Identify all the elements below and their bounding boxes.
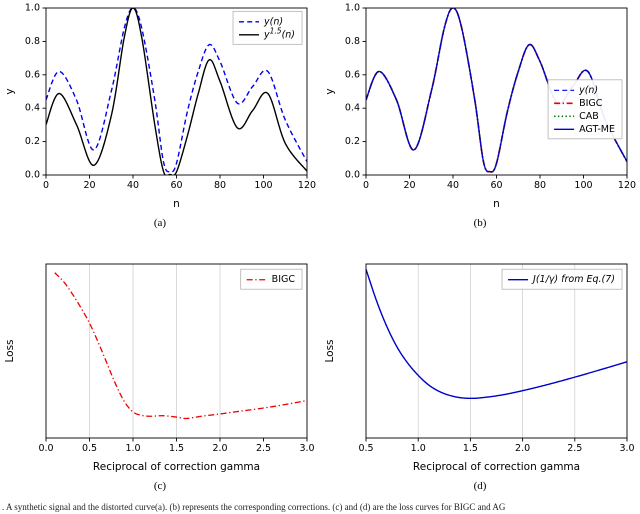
- chart-c-canvas: [0, 256, 320, 478]
- subplot-b: (b): [320, 0, 640, 244]
- subfigure-label-b: (b): [473, 217, 487, 229]
- chart-b-canvas: [320, 0, 640, 215]
- subplot-grid: (a) (b) (c) (d): [0, 0, 640, 492]
- subfigure-label-d: (d): [473, 480, 487, 492]
- chart-a-canvas: [0, 0, 320, 215]
- subfigure-label-a: (a): [153, 217, 167, 229]
- subplot-d: (d): [320, 244, 640, 492]
- figure-caption: . A synthetic signal and the distorted c…: [2, 502, 506, 512]
- subplot-a: (a): [0, 0, 320, 244]
- subplot-c: (c): [0, 244, 320, 492]
- chart-d-canvas: [320, 256, 640, 478]
- subfigure-label-c: (c): [153, 480, 167, 492]
